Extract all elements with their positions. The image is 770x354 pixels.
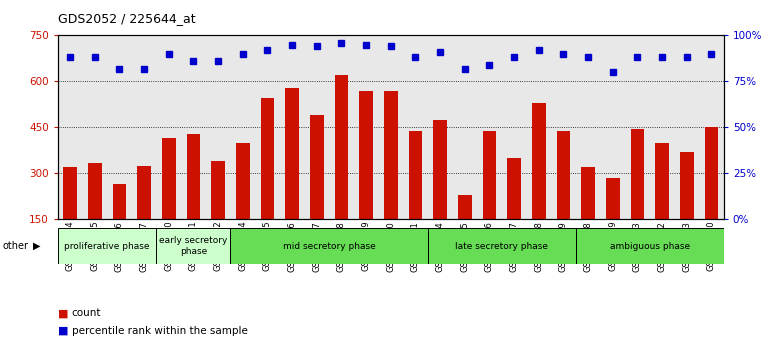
Bar bbox=[458, 195, 471, 266]
Text: ■: ■ bbox=[58, 308, 69, 318]
Text: percentile rank within the sample: percentile rank within the sample bbox=[72, 326, 247, 336]
Text: proliferative phase: proliferative phase bbox=[65, 241, 150, 251]
Text: late secretory phase: late secretory phase bbox=[455, 241, 548, 251]
Bar bbox=[230, 228, 428, 264]
Text: early secretory
phase: early secretory phase bbox=[159, 236, 228, 256]
Bar bbox=[631, 129, 644, 266]
Text: GDS2052 / 225644_at: GDS2052 / 225644_at bbox=[58, 12, 196, 25]
Bar bbox=[655, 143, 669, 266]
Bar bbox=[88, 163, 102, 266]
Bar bbox=[680, 152, 694, 266]
Bar bbox=[137, 166, 151, 266]
Bar bbox=[606, 178, 620, 266]
Bar bbox=[58, 228, 156, 264]
Bar bbox=[112, 184, 126, 266]
Text: ■: ■ bbox=[58, 326, 69, 336]
Bar bbox=[428, 228, 576, 264]
Bar bbox=[211, 161, 225, 266]
Bar bbox=[360, 91, 373, 266]
Bar bbox=[63, 167, 77, 266]
Text: other: other bbox=[2, 241, 28, 251]
Bar bbox=[507, 158, 521, 266]
Text: count: count bbox=[72, 308, 101, 318]
Text: mid secretory phase: mid secretory phase bbox=[283, 241, 376, 251]
Bar bbox=[532, 103, 546, 266]
Text: ▶: ▶ bbox=[33, 241, 41, 251]
Bar bbox=[581, 167, 595, 266]
Bar bbox=[557, 131, 571, 266]
Text: ambiguous phase: ambiguous phase bbox=[610, 241, 690, 251]
Bar bbox=[236, 143, 249, 266]
Bar bbox=[310, 115, 323, 266]
Bar bbox=[483, 131, 496, 266]
Bar bbox=[384, 91, 397, 266]
Bar bbox=[286, 87, 299, 266]
Bar bbox=[434, 120, 447, 266]
Bar bbox=[576, 228, 724, 264]
Bar bbox=[261, 98, 274, 266]
Bar bbox=[409, 131, 422, 266]
Bar bbox=[335, 75, 348, 266]
Bar bbox=[162, 138, 176, 266]
Bar bbox=[156, 228, 230, 264]
Bar bbox=[186, 133, 200, 266]
Bar bbox=[705, 127, 718, 266]
